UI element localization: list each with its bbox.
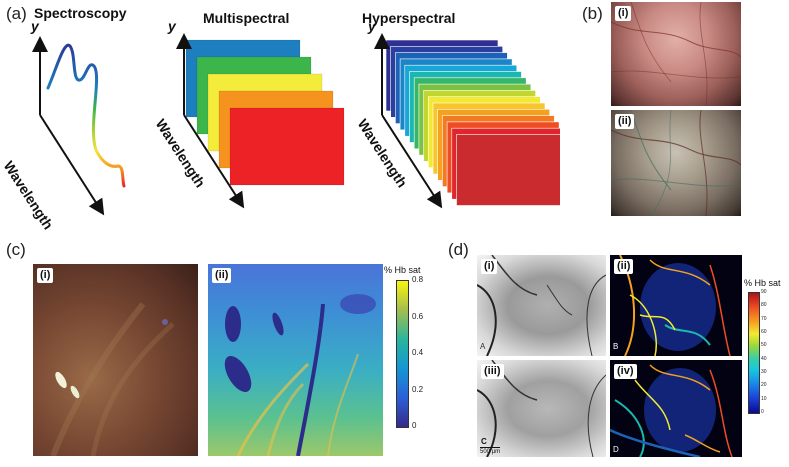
hyperspectral-y-label: y — [368, 18, 376, 34]
saturation-map-c-ii — [224, 294, 376, 456]
panel-d-tick-label: 80 — [761, 302, 767, 309]
multispectral-diagram — [176, 33, 345, 209]
spectroscopy-title: Spectroscopy — [34, 5, 127, 21]
panel-a-label: (a) — [6, 4, 27, 23]
panel-c-colorbar-title: % Hb sat — [384, 265, 421, 275]
panel-d-tick-label: 10 — [761, 395, 767, 402]
spectroscopy-diagram — [32, 36, 126, 216]
hyperspectral-x-axis — [381, 114, 443, 209]
multispectral-y-label: y — [168, 18, 176, 34]
panel-d-corner-a: A — [480, 342, 486, 351]
panel-d-colorbar-ticks: 90 80 70 60 50 40 30 20 10 0 — [761, 289, 781, 415]
panel-c-image-i — [33, 264, 198, 456]
panel-c-tick-label: 0 — [412, 421, 417, 430]
panel-d-colorbar-title: % Hb sat — [744, 278, 781, 288]
panel-c-sub-i: (i) — [37, 268, 54, 283]
spectrum-curve — [46, 43, 126, 188]
reflectance-pattern-c-i — [50, 302, 175, 456]
panel-d-scale-bar-line — [480, 447, 500, 448]
panel-c-tick-label: 0.8 — [412, 275, 424, 284]
panel-c-colorbar-ticks: 0.8 0.6 0.4 0.2 0 — [412, 275, 442, 430]
panel-d-tick-label: 0 — [761, 409, 764, 415]
panel-c-tick-label: 0.6 — [412, 311, 424, 321]
hyperspectral-title: Hyperspectral — [362, 10, 456, 26]
multispectral-title: Multispectral — [203, 10, 290, 26]
panel-d-image-i — [477, 255, 606, 356]
panel-d-corner-b: B — [613, 342, 619, 351]
panel-d-label: (d) — [448, 240, 469, 259]
saturation-map-d-iv — [610, 364, 733, 457]
panel-d-colorbar — [748, 292, 760, 414]
panel-d-tick-label: 40 — [761, 355, 767, 362]
panel-d-tick-label: 90 — [761, 289, 767, 295]
panel-d-tick-label: 30 — [761, 369, 767, 375]
vessel-pattern-b-i — [611, 2, 741, 106]
spectroscopy-x-axis — [39, 114, 105, 216]
panel-d-corner-c: C — [481, 437, 487, 446]
panel-c-colorbar — [396, 280, 409, 428]
panel-b-sub-ii: (ii) — [615, 114, 635, 129]
panel-c-label: (c) — [6, 240, 26, 259]
panel-d-tick-label: 60 — [761, 329, 767, 335]
panel-c-tick-label: 0.4 — [412, 348, 424, 357]
multispectral-x-axis — [183, 114, 245, 209]
panel-b-sub-i: (i) — [615, 6, 632, 21]
panel-d-image-iv — [610, 360, 742, 457]
hyperspectral-diagram — [374, 33, 560, 209]
panel-d-sub-ii: (ii) — [614, 259, 634, 274]
panel-d-scale-bar-label: 500 µm — [480, 449, 501, 455]
panel-c-tick-label: 0.2 — [412, 384, 424, 394]
panel-d-sub-iv: (iv) — [614, 364, 637, 379]
vessel-pattern-b-ii — [611, 110, 741, 216]
multispectral-band-5 — [229, 107, 345, 186]
panel-c-image-ii — [208, 264, 383, 456]
hyperspectral-band-16 — [456, 134, 560, 206]
panel-b-label: (b) — [582, 4, 603, 23]
panel-c-sub-ii: (ii) — [212, 268, 232, 283]
panel-d-sub-iii: (iii) — [481, 364, 504, 379]
panel-d-tick-label: 20 — [761, 382, 767, 389]
panel-d-tick-label: 50 — [761, 342, 767, 349]
spectroscopy-y-label: y — [31, 18, 39, 34]
panel-d-sub-i: (i) — [481, 259, 498, 274]
panel-d-tick-label: 70 — [761, 315, 767, 322]
panel-b-image-i — [611, 2, 741, 106]
panel-d-corner-d: D — [613, 445, 619, 454]
